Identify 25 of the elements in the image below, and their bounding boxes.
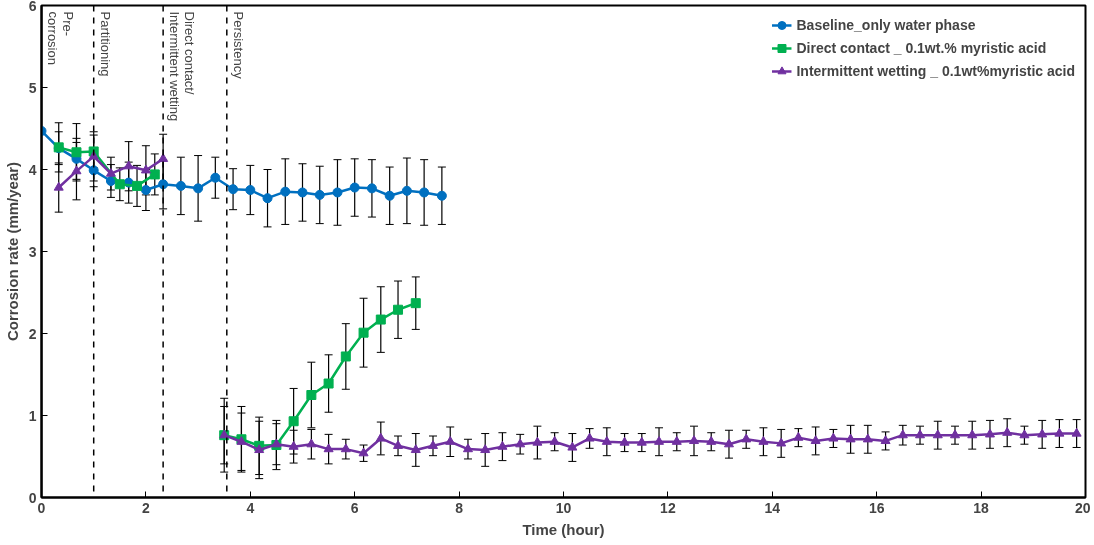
legend-label: Direct contact _ 0.1wt.% myristic acid [796, 40, 1047, 56]
y-tick-label: 3 [28, 243, 37, 260]
x-tick-label: 2 [142, 499, 151, 516]
x-tick-label: 12 [660, 499, 676, 516]
x-tick-label: 14 [764, 499, 781, 516]
x-tick-label: 6 [350, 499, 359, 516]
y-tick-label: 1 [28, 407, 37, 424]
ref-line-label: Persistency [230, 11, 246, 80]
ref-line-label: Partitioning [97, 11, 113, 77]
x-tick-label: 20 [1074, 499, 1091, 516]
x-axis-title: Time (hour) [522, 520, 605, 538]
y-axis-title: Corrosion rate (mm/year) [3, 161, 21, 342]
x-tick-label: 18 [973, 499, 990, 516]
y-tick-label: 6 [28, 0, 37, 14]
x-tick-label: 4 [246, 499, 255, 516]
y-tick-label: 4 [28, 161, 37, 178]
x-tick-label: 8 [455, 499, 464, 516]
x-tick-label: 10 [555, 499, 572, 516]
y-tick-label: 2 [28, 325, 37, 342]
legend-label: Baseline_only water phase [796, 17, 976, 33]
x-tick-label: 16 [868, 499, 885, 516]
legend-label: Intermittent wetting _ 0.1wt%myristic acid [796, 63, 1075, 79]
ref-line-label: Direct contact/ Intermittent wetting [167, 11, 198, 122]
ref-line-label: Pre- corrosion [45, 11, 76, 65]
y-tick-label: 5 [28, 79, 37, 96]
